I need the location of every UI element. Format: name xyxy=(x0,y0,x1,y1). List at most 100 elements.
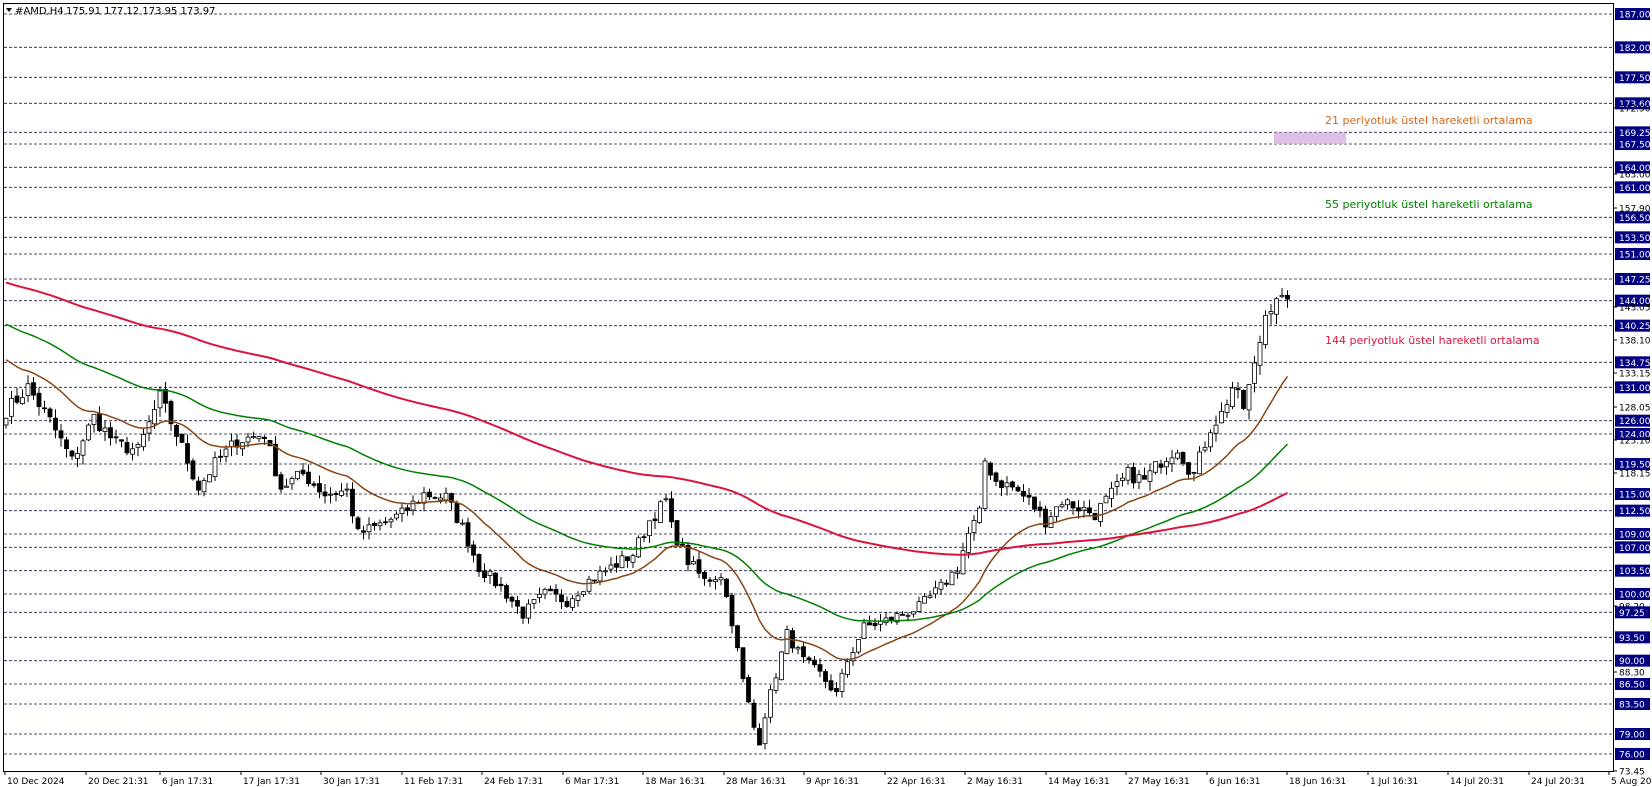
candle xyxy=(1076,500,1081,519)
candle xyxy=(955,566,960,579)
price-tag-label: 156.50 xyxy=(1619,214,1651,224)
candle xyxy=(80,438,86,465)
candle xyxy=(1175,449,1180,461)
candle xyxy=(218,449,223,463)
candle xyxy=(999,479,1004,497)
price-tag-label: 124.00 xyxy=(1619,431,1651,441)
candle xyxy=(1142,467,1147,480)
candle xyxy=(856,639,861,655)
price-tag xyxy=(1615,41,1650,54)
candle xyxy=(1158,459,1164,474)
candle xyxy=(405,504,410,516)
price-tag xyxy=(1615,541,1650,554)
price-tag xyxy=(1615,294,1650,307)
candle xyxy=(9,391,14,424)
price-tag xyxy=(1615,231,1650,244)
candle xyxy=(36,387,42,416)
price-tag-label: 115.00 xyxy=(1619,491,1651,501)
candle xyxy=(207,474,212,483)
time-tick-label: 22 Apr 16:31 xyxy=(887,777,946,787)
candle xyxy=(1279,288,1285,299)
candle xyxy=(1048,511,1054,529)
candle xyxy=(119,439,124,448)
price-tag-label: 182.00 xyxy=(1619,44,1651,54)
price-tag xyxy=(1615,414,1650,427)
candle xyxy=(1032,496,1037,513)
candle xyxy=(322,484,328,504)
candle xyxy=(135,442,141,457)
candle xyxy=(718,573,724,586)
candle xyxy=(1043,505,1048,534)
price-tag-label: 167.50 xyxy=(1619,141,1651,151)
price-tag-label: 131.00 xyxy=(1619,384,1651,394)
price-tag-label: 119.50 xyxy=(1619,461,1651,471)
price-tick-label: 128.05 xyxy=(1619,404,1651,414)
candle xyxy=(922,593,927,604)
ema21-line xyxy=(5,359,1289,661)
candle xyxy=(14,387,20,405)
candle xyxy=(542,587,548,600)
candle xyxy=(1059,501,1065,509)
candle xyxy=(691,556,696,566)
candle xyxy=(773,673,779,694)
candle xyxy=(174,424,179,446)
price-tag-label: 169.25 xyxy=(1619,129,1651,139)
time-tick-label: 5 Aug 20:31 xyxy=(1611,777,1652,787)
candle xyxy=(465,517,471,553)
candle xyxy=(630,553,636,568)
candle xyxy=(366,517,372,540)
candle xyxy=(933,580,938,599)
candle xyxy=(372,521,377,531)
candle xyxy=(812,655,817,668)
candle xyxy=(471,540,476,563)
ema144-line xyxy=(5,281,1288,556)
candle xyxy=(421,486,427,512)
candle xyxy=(894,611,900,625)
candle xyxy=(834,682,839,697)
candle xyxy=(1131,462,1136,489)
candle xyxy=(504,583,509,603)
candle xyxy=(1274,297,1279,325)
candle xyxy=(300,463,306,477)
candle xyxy=(1087,499,1092,517)
candle xyxy=(1235,382,1241,399)
candle xyxy=(614,555,619,573)
price-tag xyxy=(1615,678,1650,690)
price-tag-label: 109.00 xyxy=(1619,531,1651,541)
candle xyxy=(1252,355,1257,393)
candle xyxy=(1054,506,1059,522)
candle xyxy=(383,517,388,526)
time-tick-label: 14 May 16:31 xyxy=(1048,777,1110,787)
candle xyxy=(69,449,75,460)
price-tick-label: 143.05 xyxy=(1619,304,1651,314)
candle xyxy=(1153,461,1158,475)
price-tag xyxy=(1615,126,1650,139)
candle xyxy=(20,389,25,405)
candle xyxy=(1246,384,1252,420)
time-tick-label: 18 Jun 16:31 xyxy=(1289,777,1346,787)
candle xyxy=(751,699,757,731)
candle xyxy=(42,400,47,413)
dropdown-triangle-icon[interactable] xyxy=(6,8,12,12)
price-tag xyxy=(1615,319,1650,332)
candle xyxy=(1191,471,1197,482)
price-tag-label: 164.00 xyxy=(1619,164,1651,174)
candle xyxy=(724,577,729,599)
candle xyxy=(454,500,460,524)
candle xyxy=(64,436,69,458)
candle xyxy=(663,494,669,503)
candle xyxy=(850,647,856,666)
candle xyxy=(1197,446,1202,475)
candle xyxy=(1103,494,1109,504)
price-tag xyxy=(1615,606,1650,619)
candle xyxy=(185,434,190,472)
candle xyxy=(1070,501,1076,515)
price-tag xyxy=(1615,8,1650,20)
candle xyxy=(828,674,834,692)
price-tag xyxy=(1615,138,1650,150)
candle xyxy=(75,446,80,468)
candle xyxy=(515,595,520,614)
candle xyxy=(1263,310,1268,349)
price-tag xyxy=(1615,181,1650,194)
